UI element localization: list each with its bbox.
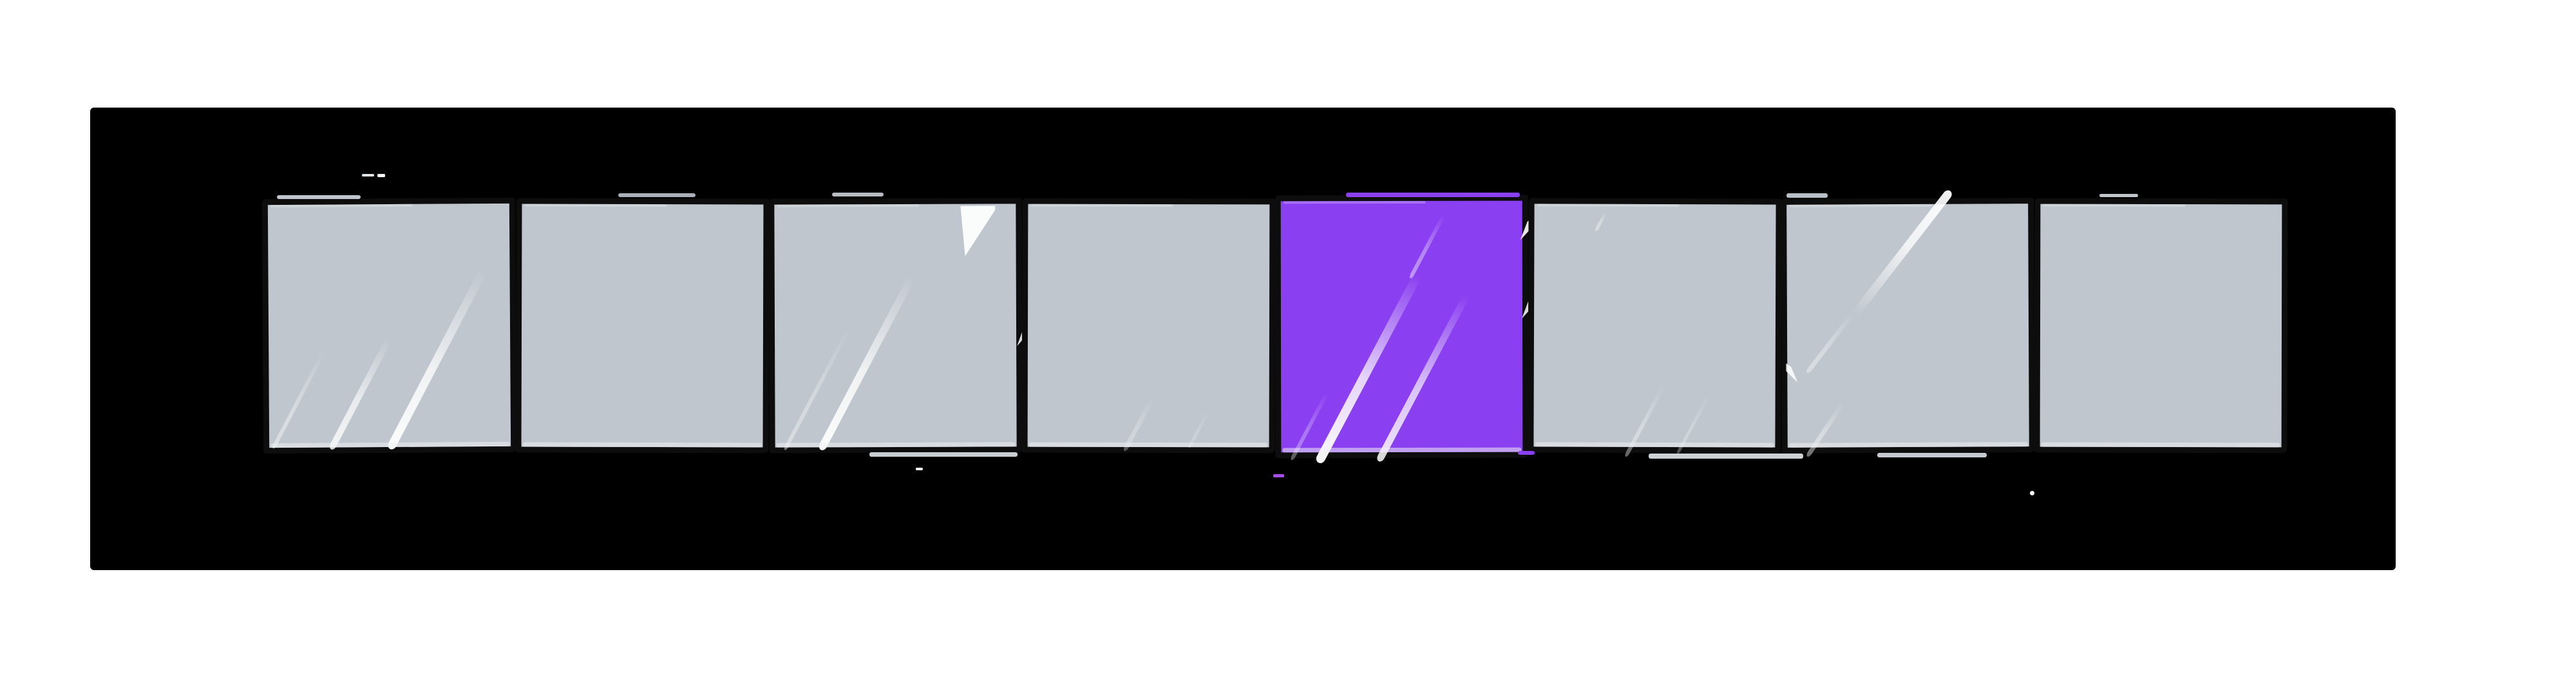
paint-speck xyxy=(377,174,385,177)
paint-speck xyxy=(1649,454,1803,459)
shine-streak xyxy=(1314,272,1422,465)
black-panel xyxy=(90,108,2396,570)
cell-2 xyxy=(515,198,770,454)
shine-streak xyxy=(1804,310,1856,374)
cell-7 xyxy=(1781,188,2035,458)
paint-speck xyxy=(832,193,884,196)
paint-speck xyxy=(1273,474,1284,477)
paint-speck xyxy=(1346,193,1520,197)
shine-streak xyxy=(386,269,487,452)
paint-speck xyxy=(618,193,696,197)
shine-streak xyxy=(1804,401,1845,458)
shine-wedge xyxy=(960,205,995,256)
shine-streak xyxy=(1289,390,1330,461)
paint-speck xyxy=(869,452,1018,457)
shine-streak xyxy=(1594,211,1607,232)
paint-speck xyxy=(277,195,361,199)
cell-6 xyxy=(1528,198,1782,458)
cell-8 xyxy=(2034,198,2288,454)
paint-speck xyxy=(2099,194,2138,197)
shine-wedge xyxy=(1786,363,1797,383)
shine-streak xyxy=(271,350,326,450)
cell-3 xyxy=(768,198,1022,454)
cell-5-selected xyxy=(1274,195,1529,465)
paint-speck xyxy=(1786,193,1828,198)
shine-streak xyxy=(1122,396,1155,452)
paint-speck xyxy=(1877,453,1987,457)
shine-streak xyxy=(1408,213,1446,280)
shine-streak xyxy=(1850,188,1954,319)
shine-streak xyxy=(1187,412,1209,449)
paint-speck xyxy=(1518,451,1535,455)
cell-1 xyxy=(261,197,517,454)
shine-streak xyxy=(1624,385,1666,458)
paint-speck xyxy=(916,468,923,470)
shine-streak xyxy=(328,336,393,451)
paint-speck xyxy=(362,174,374,177)
paint-speck xyxy=(2030,491,2034,495)
cell-4 xyxy=(1021,198,1276,454)
shine-streak xyxy=(783,327,851,452)
shine-streak xyxy=(1676,393,1711,455)
